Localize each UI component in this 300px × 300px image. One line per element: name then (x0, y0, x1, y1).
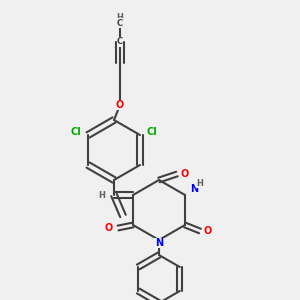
Text: N: N (190, 184, 198, 194)
Text: C: C (117, 19, 123, 28)
Text: O: O (203, 226, 211, 236)
Text: Cl: Cl (147, 127, 158, 137)
Text: O: O (116, 100, 124, 110)
Text: O: O (105, 223, 113, 233)
Text: H: H (196, 178, 203, 188)
Text: C: C (117, 38, 123, 46)
Text: H: H (99, 190, 105, 200)
Text: H: H (117, 13, 123, 22)
Text: N: N (155, 238, 163, 248)
Text: Cl: Cl (70, 127, 81, 137)
Text: O: O (180, 169, 189, 179)
